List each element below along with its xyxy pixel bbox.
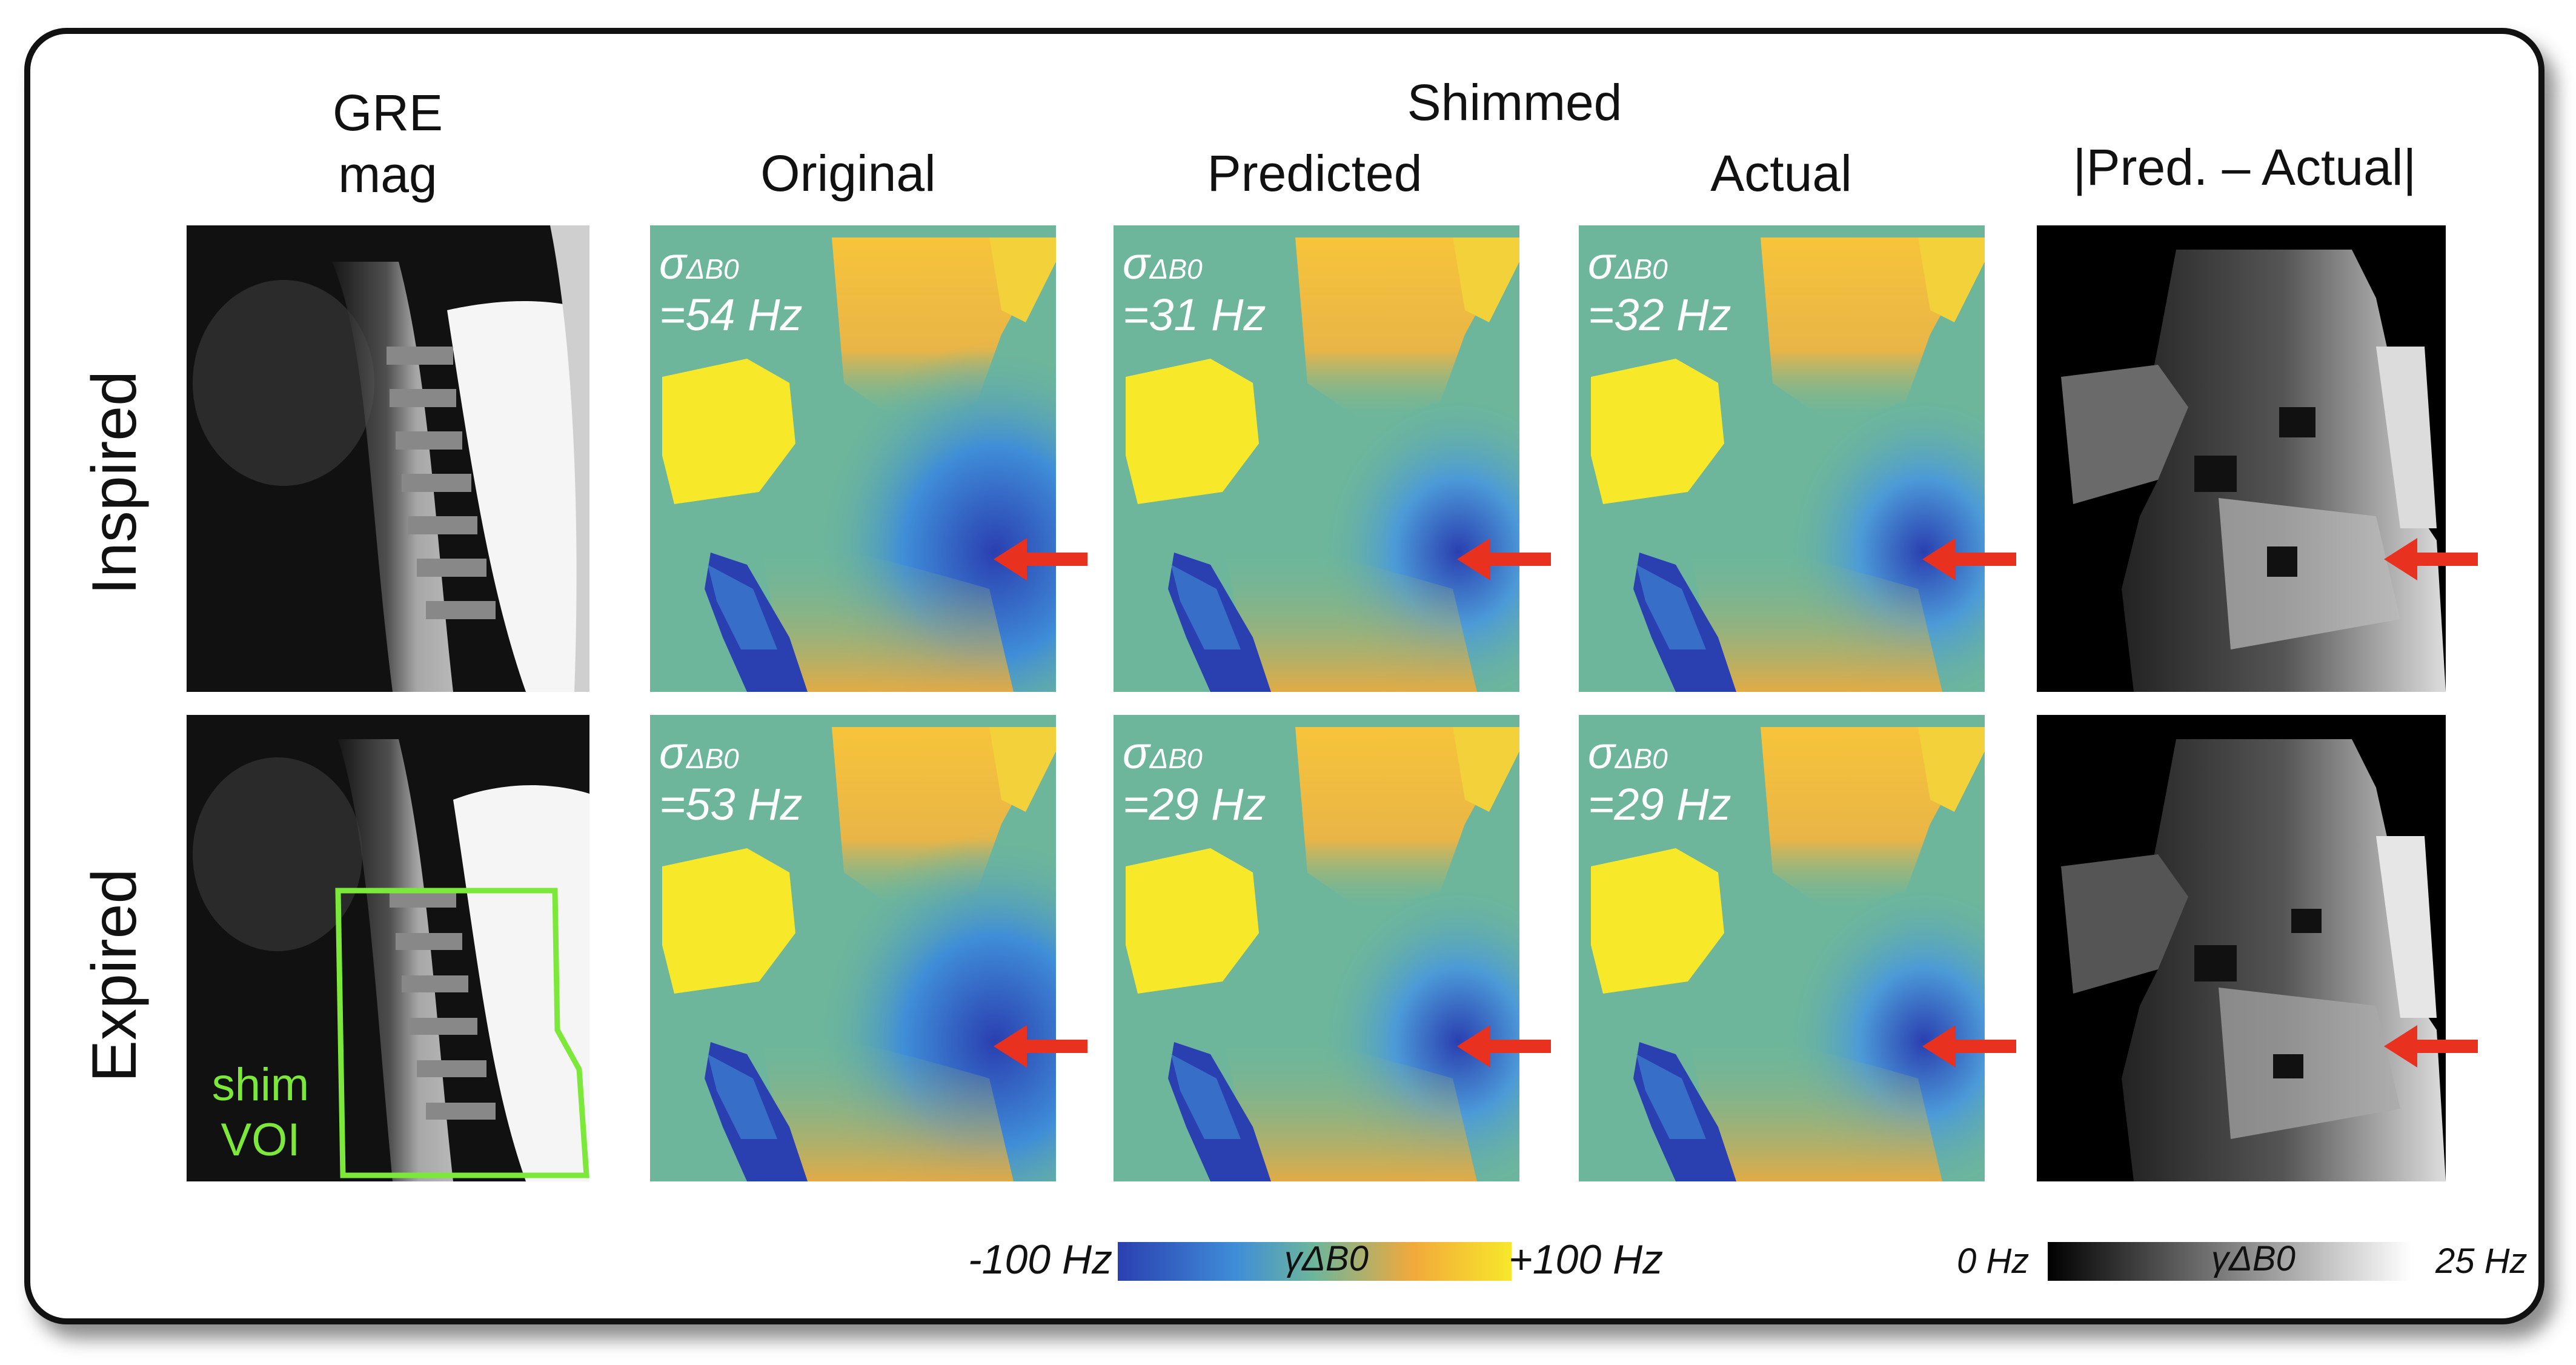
arrow-expired-predicted bbox=[1457, 1025, 1551, 1068]
shim-voi-label: shim VOI bbox=[211, 1059, 310, 1166]
field-colorbar-label: γΔB0 bbox=[1284, 1239, 1369, 1278]
sigma-expired-actual: σΔB0 =29 Hz bbox=[1588, 728, 1731, 830]
row-label-inspired: Inspired bbox=[79, 371, 150, 595]
field-map-expired-predicted bbox=[1114, 715, 1519, 1181]
shim-voi-outline bbox=[335, 888, 589, 1178]
field-colorbar-max: +100 Hz bbox=[1509, 1237, 1664, 1283]
diff-colorbar-label: γΔB0 bbox=[2211, 1239, 2295, 1278]
sigma-inspired-original: σΔB0 =54 Hz bbox=[659, 238, 803, 340]
field-map-expired-original bbox=[650, 715, 1056, 1181]
sigma-expired-predicted: σΔB0 =29 Hz bbox=[1123, 728, 1266, 830]
field-map-inspired-original bbox=[650, 225, 1056, 692]
arrow-expired-actual bbox=[1922, 1025, 2016, 1068]
diff-colorbar bbox=[2048, 1242, 2411, 1281]
field-colorbar-min: -100 Hz bbox=[968, 1237, 1113, 1283]
header-original: Original bbox=[760, 145, 936, 202]
arrow-inspired-difference bbox=[2384, 538, 2478, 580]
gre-mag-inspired-image bbox=[187, 225, 589, 692]
diff-colorbar-max: 25 Hz bbox=[2435, 1241, 2528, 1281]
header-shimmed: Shimmed bbox=[1407, 74, 1622, 131]
difference-map-expired bbox=[2037, 715, 2446, 1181]
sigma-inspired-predicted: σΔB0 =31 Hz bbox=[1123, 238, 1266, 340]
diff-colorbar-min: 0 Hz bbox=[1957, 1241, 2030, 1281]
header-difference: |Pred. – Actual| bbox=[2073, 139, 2417, 196]
sigma-inspired-actual: σΔB0 =32 Hz bbox=[1588, 238, 1731, 340]
field-map-inspired-actual bbox=[1579, 225, 1985, 692]
arrow-inspired-predicted bbox=[1457, 538, 1551, 580]
sigma-expired-original: σΔB0 =53 Hz bbox=[659, 728, 803, 830]
row-label-expired: Expired bbox=[79, 868, 150, 1083]
arrow-expired-original bbox=[994, 1025, 1087, 1068]
arrow-inspired-original bbox=[994, 538, 1087, 580]
field-map-inspired-predicted bbox=[1114, 225, 1519, 692]
arrow-expired-difference bbox=[2384, 1025, 2478, 1068]
gre-mag-expired-image bbox=[187, 715, 589, 1181]
field-colorbar bbox=[1118, 1242, 1512, 1281]
header-predicted: Predicted bbox=[1207, 145, 1422, 202]
header-actual: Actual bbox=[1710, 145, 1852, 202]
field-map-expired-actual bbox=[1579, 715, 1985, 1181]
header-gre: GRE mag bbox=[332, 84, 443, 204]
difference-map-inspired bbox=[2037, 225, 2446, 692]
arrow-inspired-actual bbox=[1922, 538, 2016, 580]
